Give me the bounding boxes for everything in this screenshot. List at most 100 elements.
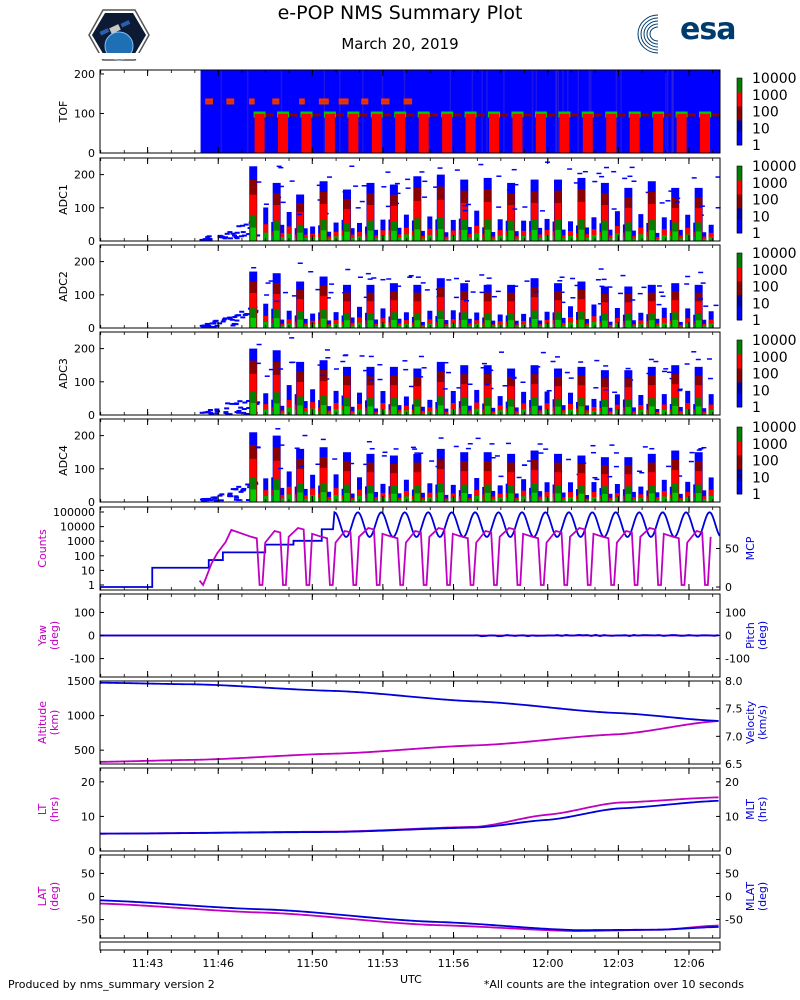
burst-column-core bbox=[630, 324, 636, 328]
spectrogram-speck bbox=[199, 238, 205, 241]
spectrogram-speck bbox=[234, 319, 240, 322]
burst-column bbox=[466, 318, 472, 328]
colorbar-segment bbox=[737, 482, 742, 487]
spectrogram-fleck bbox=[570, 297, 576, 299]
burst-column-base bbox=[302, 498, 308, 502]
burst-layer bbox=[484, 320, 491, 328]
burst-column-base bbox=[419, 499, 425, 502]
spectrogram-fleck bbox=[520, 381, 526, 384]
spectrogram-fleck bbox=[462, 204, 468, 207]
colorbar-segment bbox=[737, 292, 742, 296]
burst-column-base bbox=[584, 325, 590, 328]
burst-column-base bbox=[614, 409, 620, 415]
burst-column-core bbox=[373, 235, 379, 241]
burst-layer bbox=[555, 406, 561, 415]
spectrogram-fleck bbox=[328, 291, 334, 294]
spectrogram-fleck bbox=[349, 462, 355, 465]
spectrogram-speck bbox=[201, 326, 207, 329]
burst-column-base bbox=[638, 498, 644, 502]
burst-column-base bbox=[403, 234, 409, 241]
y2-tick-label: 0 bbox=[725, 891, 732, 904]
burst-column-base bbox=[490, 238, 496, 241]
y-tick-label: 100000 bbox=[53, 506, 95, 519]
spectrogram-fleck bbox=[481, 362, 487, 365]
burst-layer bbox=[555, 319, 561, 328]
colorbar-segment bbox=[737, 227, 742, 231]
spectrogram-fleck bbox=[382, 451, 388, 454]
colorbar-segment bbox=[737, 384, 742, 388]
spectrogram-fleck bbox=[598, 268, 604, 270]
burst-column-base bbox=[286, 494, 292, 502]
spectrogram-fleck bbox=[299, 465, 305, 467]
burst-column-base bbox=[521, 496, 527, 502]
spectrogram-fleck bbox=[484, 383, 490, 386]
colorbar-segment bbox=[737, 128, 742, 132]
burst-column-base bbox=[677, 326, 683, 328]
spectrogram-speck bbox=[207, 409, 213, 412]
spectrogram-fleck bbox=[677, 475, 683, 477]
tof-burst-tail bbox=[664, 113, 673, 117]
spectrogram-fleck bbox=[656, 303, 662, 306]
burst-column-base bbox=[326, 412, 332, 415]
footer-integration-note: *All counts are the integration over 10 … bbox=[483, 978, 744, 991]
spectrogram-speck bbox=[240, 489, 246, 492]
colorbar-segment bbox=[737, 314, 742, 318]
burst-column-base bbox=[560, 325, 566, 328]
burst-column bbox=[263, 393, 269, 415]
tof-burst-tail bbox=[640, 113, 649, 117]
spectrogram-fleck bbox=[533, 290, 539, 293]
spectrogram-fleck bbox=[570, 277, 576, 280]
spectrogram-fleck bbox=[522, 206, 528, 208]
spectrogram-fleck bbox=[557, 279, 563, 282]
tof-burst-red bbox=[254, 113, 265, 153]
y-tick-label: 0 bbox=[88, 147, 95, 160]
spectrogram-speck bbox=[199, 411, 205, 414]
spectrogram-fleck bbox=[665, 200, 671, 202]
colorbar-tick-label: 1 bbox=[752, 487, 761, 503]
spectrogram-speck bbox=[222, 317, 228, 320]
colorbar-tick-label: 10000 bbox=[752, 159, 797, 175]
burst-column-base bbox=[614, 322, 620, 328]
burst-column-base bbox=[630, 238, 636, 241]
spectrogram-fleck bbox=[279, 444, 285, 446]
tof-burst-red bbox=[371, 113, 382, 153]
spectrogram-fleck bbox=[464, 280, 470, 282]
tof-burst-tail bbox=[546, 113, 555, 117]
spectrogram-fleck bbox=[408, 274, 414, 277]
spectrogram-fleck bbox=[467, 443, 473, 445]
tof-frame bbox=[99, 69, 721, 154]
adc3-ylabel: ADC3 bbox=[57, 358, 70, 389]
mcp-ylabel: MCP bbox=[744, 536, 757, 560]
colorbar-segment bbox=[737, 454, 742, 459]
colorbar-segment bbox=[737, 311, 742, 315]
colorbar-tick-label: 10 bbox=[752, 121, 770, 137]
burst-layer bbox=[695, 493, 702, 502]
spectrogram-speck bbox=[221, 236, 227, 239]
adc1-ylabel-line: ADC1 bbox=[57, 184, 70, 215]
attitude-ylabel-line: Yaw bbox=[36, 625, 49, 647]
spectrogram-fleck bbox=[486, 284, 492, 287]
attitude-y2label-line: (deg) bbox=[756, 621, 769, 650]
spectrogram-fleck bbox=[685, 275, 691, 278]
burst-column-base bbox=[661, 496, 667, 502]
burst-column-base bbox=[708, 323, 714, 328]
spectrogram-fleck bbox=[488, 369, 494, 372]
latitude-y2label: MLAT (deg) bbox=[744, 882, 769, 912]
spectrogram-fleck bbox=[546, 389, 552, 392]
spectrogram-fleck bbox=[478, 163, 484, 166]
velocity-line bbox=[99, 681, 719, 722]
burst-column-base bbox=[466, 500, 472, 502]
burst-layer bbox=[531, 406, 538, 415]
spectrogram-fleck bbox=[278, 185, 284, 188]
colorbar-segment bbox=[737, 119, 742, 124]
spectrogram-fleck bbox=[424, 289, 430, 291]
burst-layer bbox=[508, 406, 514, 415]
spectrogram-fleck bbox=[554, 372, 560, 375]
spectrogram-fleck bbox=[625, 367, 631, 370]
latitude-y2label-line: (deg) bbox=[756, 882, 769, 911]
orbit-y2label: Velocity (km/s) bbox=[744, 700, 769, 744]
spectrogram-fleck bbox=[264, 375, 270, 377]
colorbar-tick-label: 1 bbox=[752, 313, 761, 329]
colorbar-segment bbox=[737, 258, 742, 262]
